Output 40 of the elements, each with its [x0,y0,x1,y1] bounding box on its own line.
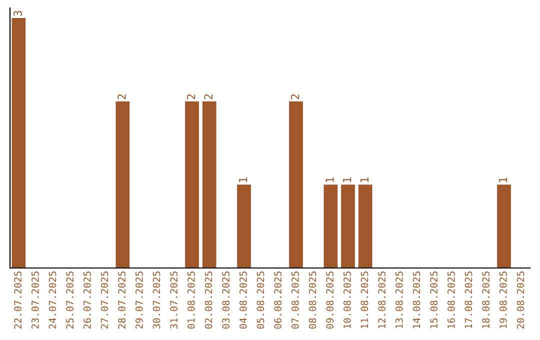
x-tick-label: 14.08.2025 [412,272,420,328]
x-tick-label: 25.07.2025 [66,272,74,329]
data-label: 2 [186,94,196,100]
x-tick-label: 26.07.2025 [83,272,91,329]
x-tick-label: 22.07.2025 [14,272,22,329]
x-tick-label: 08.08.2025 [308,272,316,329]
data-label: 1 [238,177,248,182]
x-tick-label: 28.07.2025 [118,272,126,329]
x-tick-label: 24.07.2025 [48,272,56,329]
x-tick-label: 31.07.2025 [170,272,178,329]
x-tick-label: 23.07.2025 [31,272,39,329]
x-tick-label: 02.08.2025 [204,272,212,329]
x-tick-label: 20.08.2025 [516,272,524,329]
x-tick-label: 12.08.2025 [378,272,386,328]
x-tick-label: 01.08.2025 [187,272,195,329]
x-tick-label: 10.08.2025 [343,272,351,328]
x-tick-label: 15.08.2025 [430,272,438,328]
x-tick-label: 05.08.2025 [256,272,264,329]
data-label: 1 [326,177,334,182]
data-label: 2 [204,94,212,100]
x-tick-label: 19.08.2025 [499,272,507,328]
data-label: 1 [342,177,352,182]
data-label: 2 [118,94,126,100]
x-tick-label: 30.07.2025 [152,272,160,329]
data-label: 1 [360,177,368,182]
x-tick-label: 11.08.2025 [360,272,368,328]
x-tick-label: 18.08.2025 [482,272,490,328]
x-tick-label: 03.08.2025 [222,272,230,329]
x-tick-label: 29.07.2025 [135,272,143,329]
data-label: 2 [290,94,300,100]
data-label: 1 [498,177,508,182]
x-tick-label: 04.08.2025 [239,272,247,329]
data-label: 3 [14,10,22,16]
x-tick-label: 16.08.2025 [447,272,455,328]
x-tick-label: 13.08.2025 [395,272,403,328]
x-tick-label: 27.07.2025 [100,272,108,329]
x-tick-label: 17.08.2025 [464,272,472,328]
x-tick-label: 07.08.2025 [291,272,299,329]
x-tick-label: 09.08.2025 [326,272,334,329]
x-tick-label: 06.08.2025 [274,272,282,329]
